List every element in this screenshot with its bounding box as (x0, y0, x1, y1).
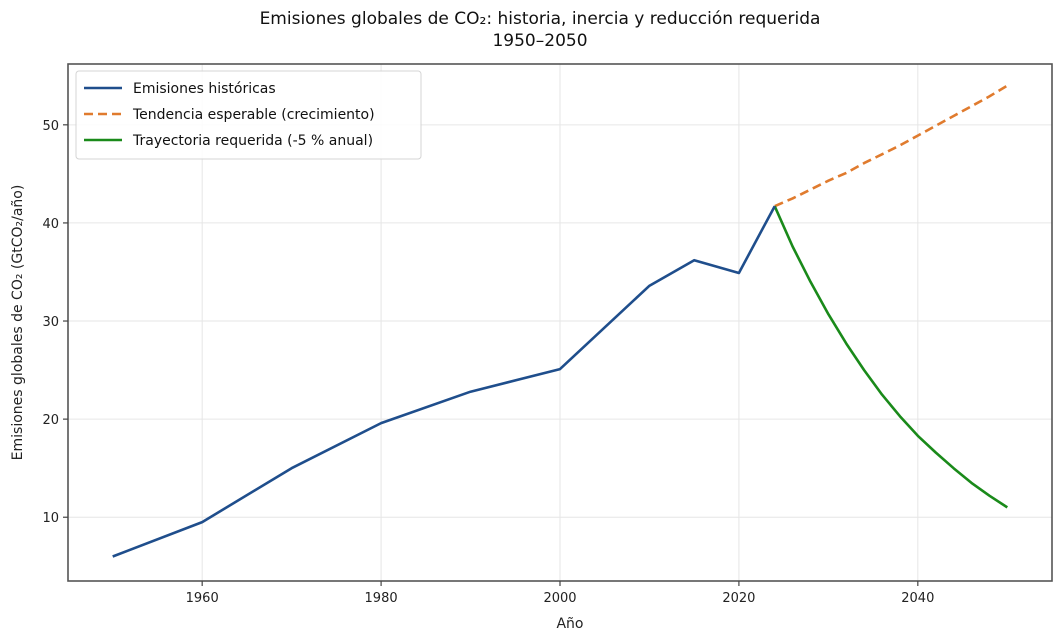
series-line-1 (774, 84, 1008, 208)
legend-label: Tendencia esperable (crecimiento) (132, 107, 375, 123)
legend-item: Trayectoria requerida (-5 % anual) (84, 133, 373, 149)
series-line-0 (112, 205, 776, 558)
y-axis-label: Emisiones globales de CO₂ (GtCO₂/año) (10, 185, 26, 461)
x-tick-label: 1980 (365, 591, 398, 606)
axis-ticks: 1960 1980 2000 2020 2040 10 20 30 40 50 (42, 119, 934, 606)
series-line-2 (773, 205, 1009, 509)
y-tick-label: 50 (42, 119, 59, 134)
legend-item: Emisiones históricas (84, 81, 276, 97)
legend-item: Tendencia esperable (crecimiento) (84, 107, 375, 123)
x-axis-label: Año (556, 616, 583, 632)
x-tick-label: 2000 (543, 591, 576, 606)
y-tick-label: 10 (42, 511, 59, 526)
y-tick-label: 30 (42, 315, 59, 330)
y-tick-label: 20 (42, 413, 59, 428)
legend: Emisiones históricas Tendencia esperable … (75, 70, 422, 160)
x-tick-label: 2020 (722, 591, 755, 606)
chart-title: Emisiones globales de CO₂: historia, ine… (260, 9, 821, 29)
legend-label: Trayectoria requerida (-5 % anual) (132, 133, 373, 149)
legend-label: Emisiones históricas (133, 81, 276, 97)
legend-box (75, 70, 422, 160)
y-tick-label: 40 (42, 217, 59, 232)
x-tick-label: 2040 (901, 591, 934, 606)
grid (68, 64, 1052, 581)
x-tick-label: 1960 (186, 591, 219, 606)
chart-subtitle: 1950–2050 (492, 31, 587, 51)
series-lines (112, 84, 1009, 558)
